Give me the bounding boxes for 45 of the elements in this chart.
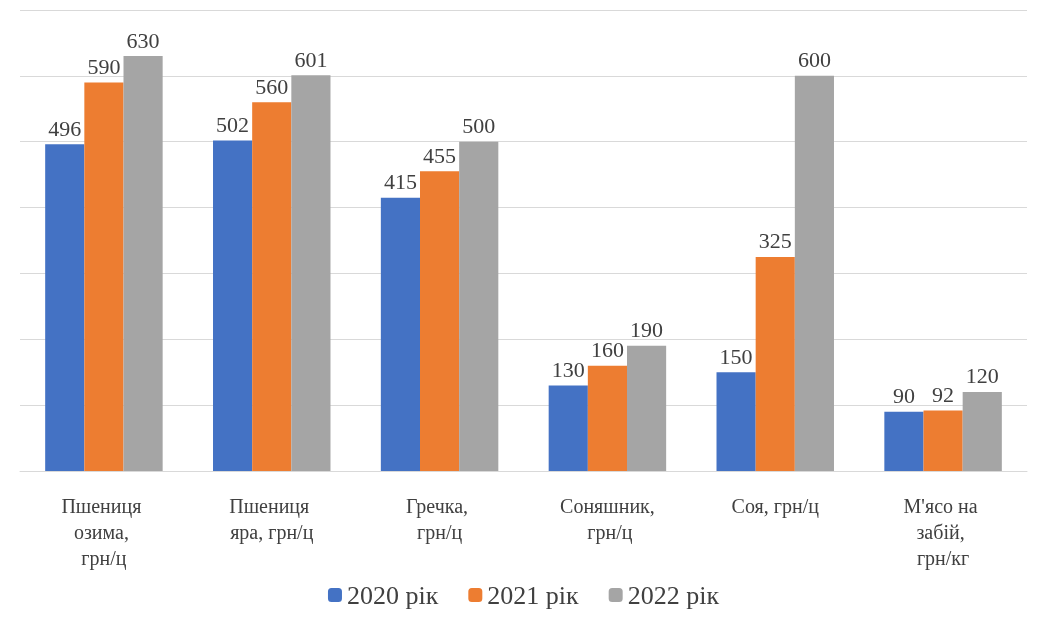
bar [923,410,963,471]
legend-label: 2020 рік [346,580,439,610]
data-label: 496 [48,115,82,141]
bar [548,385,588,471]
data-label: 502 [216,111,250,137]
legend-label: 2021 рік [487,580,580,610]
data-label: 120 [965,363,999,389]
bar [213,140,253,471]
data-label: 560 [255,73,289,99]
bar [755,256,795,471]
bar [884,411,924,471]
data-label: 90 [892,383,915,409]
data-label: 325 [758,228,792,254]
x-tick-label: Соя, грн/ц [731,495,820,518]
bar [420,171,460,471]
x-tick-label: Гречка, грн/ц [406,495,474,544]
data-label: 150 [719,343,753,369]
data-label: 590 [87,53,121,79]
bar [627,345,667,471]
bar [962,391,1002,471]
data-label: 130 [551,356,585,382]
x-tick-label: Пшениця яра, грн/ц [229,495,315,544]
data-label: 92 [932,381,955,407]
data-label: 630 [126,27,160,53]
bar [123,56,163,471]
bar [45,144,85,471]
data-label: 415 [383,169,417,195]
data-label: 601 [294,46,328,72]
bar [380,197,420,471]
bar [291,75,331,471]
x-tick-label: Пшениця озима, грн/ц [61,495,147,570]
legend-label: 2022 рік [627,580,720,610]
x-tick-label: Соняшник, грн/ц [560,495,655,544]
bar [716,372,756,471]
bar [587,365,627,471]
bar [794,75,834,471]
data-label: 500 [462,113,496,139]
x-tick-label: М'ясо на забій, грн/кг [903,495,983,570]
data-label: 455 [423,142,457,168]
data-label: 160 [590,337,624,363]
bar [252,102,292,471]
data-label: 190 [630,317,664,343]
bar [459,141,499,471]
bar [84,82,124,471]
data-label: 600 [797,47,831,73]
